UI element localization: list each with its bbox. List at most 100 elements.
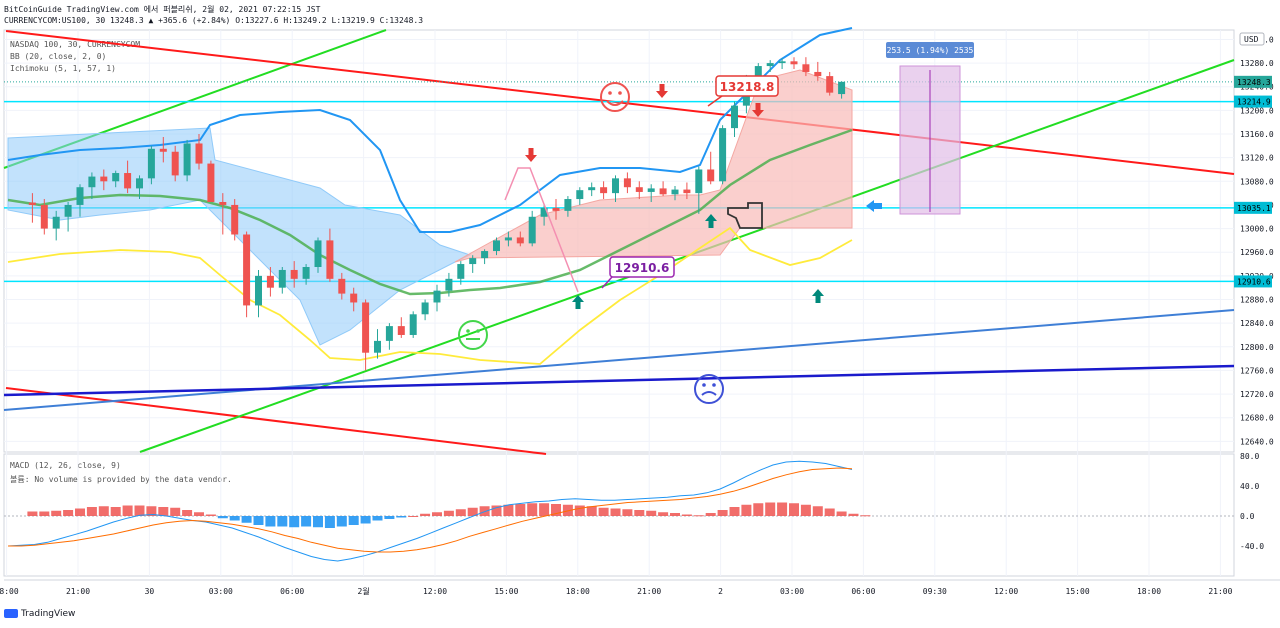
legend-bollinger[interactable]: BB (20, close, 2, 0) [10, 52, 107, 61]
time-tick-label: 06:00 [280, 587, 304, 596]
candle [397, 317, 405, 338]
candle [171, 145, 179, 182]
macd-hist-bar [777, 502, 788, 516]
macd-hist-bar [598, 507, 609, 516]
macd-hist-bar [205, 514, 216, 516]
annotations: 13218.8 12910.6 [458, 75, 882, 404]
macd-hist-bar [289, 516, 300, 528]
symbol-ohlc-line: CURRENCYCOM:US100, 30 13248.3 ▲ +365.6 (… [4, 16, 424, 25]
candle-body [516, 237, 524, 244]
macd-hist-bar [622, 509, 633, 516]
candle-body [790, 61, 798, 65]
legend-macd[interactable]: MACD (12, 26, close, 9) [10, 461, 121, 470]
dizzy-face-icon-mouth [701, 391, 717, 396]
macd-hist-bar [586, 506, 597, 516]
legend-volume-note: 볼륨: No volume is provided by the data ve… [10, 475, 232, 484]
price-tick-label: 13080.0 [1240, 177, 1274, 186]
candle [159, 136, 167, 163]
candle-body [457, 264, 465, 279]
price-scale-badge-text: 12910.6 [1237, 277, 1271, 286]
candle [564, 196, 572, 217]
candle-body [52, 216, 60, 229]
macd-hist-bar [194, 512, 204, 516]
candle [838, 81, 846, 99]
candle [374, 329, 381, 359]
candle [588, 182, 596, 197]
candle-body [778, 61, 786, 64]
candle-body [802, 64, 810, 72]
price-scale-badge[interactable]: 13035.1 [1234, 201, 1272, 214]
macd-hist-bar [348, 516, 359, 525]
candle [409, 311, 417, 338]
currency-button[interactable]: USD [1239, 32, 1265, 46]
price-range-badge: 253.5 (1.94%) 2535 [886, 42, 974, 58]
candle [76, 184, 84, 217]
candle-body [64, 204, 72, 217]
macd-hist-bar [122, 505, 133, 516]
price-scale-badge-bg [1234, 201, 1272, 214]
candle-body [647, 188, 655, 192]
candle [516, 231, 524, 247]
macd-hist-bar [432, 512, 442, 516]
macd-hist-bar [527, 503, 538, 516]
price-scale-badge[interactable]: 12910.6 [1234, 275, 1272, 288]
legend-ichimoku[interactable]: Ichimoku (5, 1, 57, 1) [10, 64, 116, 73]
candle-body [183, 143, 191, 176]
candle-body [445, 278, 453, 291]
candle-body [243, 234, 251, 306]
macd-hist-bar [848, 513, 859, 516]
macd-hist-bar [110, 507, 121, 516]
currency-button-label: USD [1244, 35, 1259, 44]
macd-hist-bar [253, 516, 264, 525]
price-scale-badge[interactable]: 13248.3 [1234, 75, 1272, 88]
candle-body [600, 187, 608, 194]
macd-hist-bar [717, 510, 728, 516]
callout-low[interactable]: 12910.6 [601, 256, 675, 289]
macd-hist-bar [789, 503, 799, 516]
macd-hist-bar [610, 508, 621, 516]
price-tick-label: 12720.0 [1240, 390, 1274, 399]
candle [362, 299, 370, 371]
price-tick-label: 13200.0 [1240, 106, 1274, 115]
candle [647, 184, 655, 202]
dizzy-face-icon-eye [712, 383, 716, 387]
grid [3, 29, 1235, 577]
tradingview-brand[interactable]: TradingView [4, 609, 75, 619]
legend-symbol[interactable]: NASDAQ 100, 30, CURRENCYCOM [10, 40, 141, 49]
candle-body [623, 178, 631, 188]
middle-band [7, 128, 853, 296]
candle [243, 231, 251, 318]
candle-body [397, 326, 405, 335]
time-tick-label: 30 [145, 587, 155, 596]
time-tick-label: 12:00 [994, 587, 1018, 596]
candle [481, 249, 489, 265]
upper-band [7, 27, 853, 233]
price-scale-badge[interactable]: 13214.9 [1234, 95, 1272, 108]
macd-hist-bar [681, 514, 692, 516]
macd-hist-bar [824, 508, 835, 516]
smiley-face-icon-mouth [606, 100, 624, 106]
candle-body [695, 169, 703, 194]
candle-body [195, 143, 203, 164]
candle-body [88, 176, 96, 188]
macd-hist-bar [217, 516, 228, 519]
time-tick-label: 09:30 [923, 587, 947, 596]
price-scale-badge-text: 13214.9 [1237, 98, 1271, 107]
candle [719, 125, 727, 185]
callout-low-pointer [601, 276, 613, 289]
callout-high[interactable]: 13218.8 [707, 75, 779, 107]
blue-trend-line [3, 309, 1235, 411]
lower-band [7, 226, 853, 365]
candle [231, 199, 239, 241]
candle-body [278, 269, 286, 288]
macd-hist-bar [170, 507, 181, 516]
macd-hist-bar [63, 510, 74, 516]
macd-hist-bar [646, 510, 657, 516]
candle-body [207, 163, 215, 202]
price-tick-label: 12640.0 [1240, 437, 1274, 446]
candle-body [838, 81, 846, 95]
price-scale-badge-bg [1234, 275, 1272, 288]
smiley-face-icon-outline [600, 82, 630, 112]
macd-hist-bar [75, 508, 85, 516]
